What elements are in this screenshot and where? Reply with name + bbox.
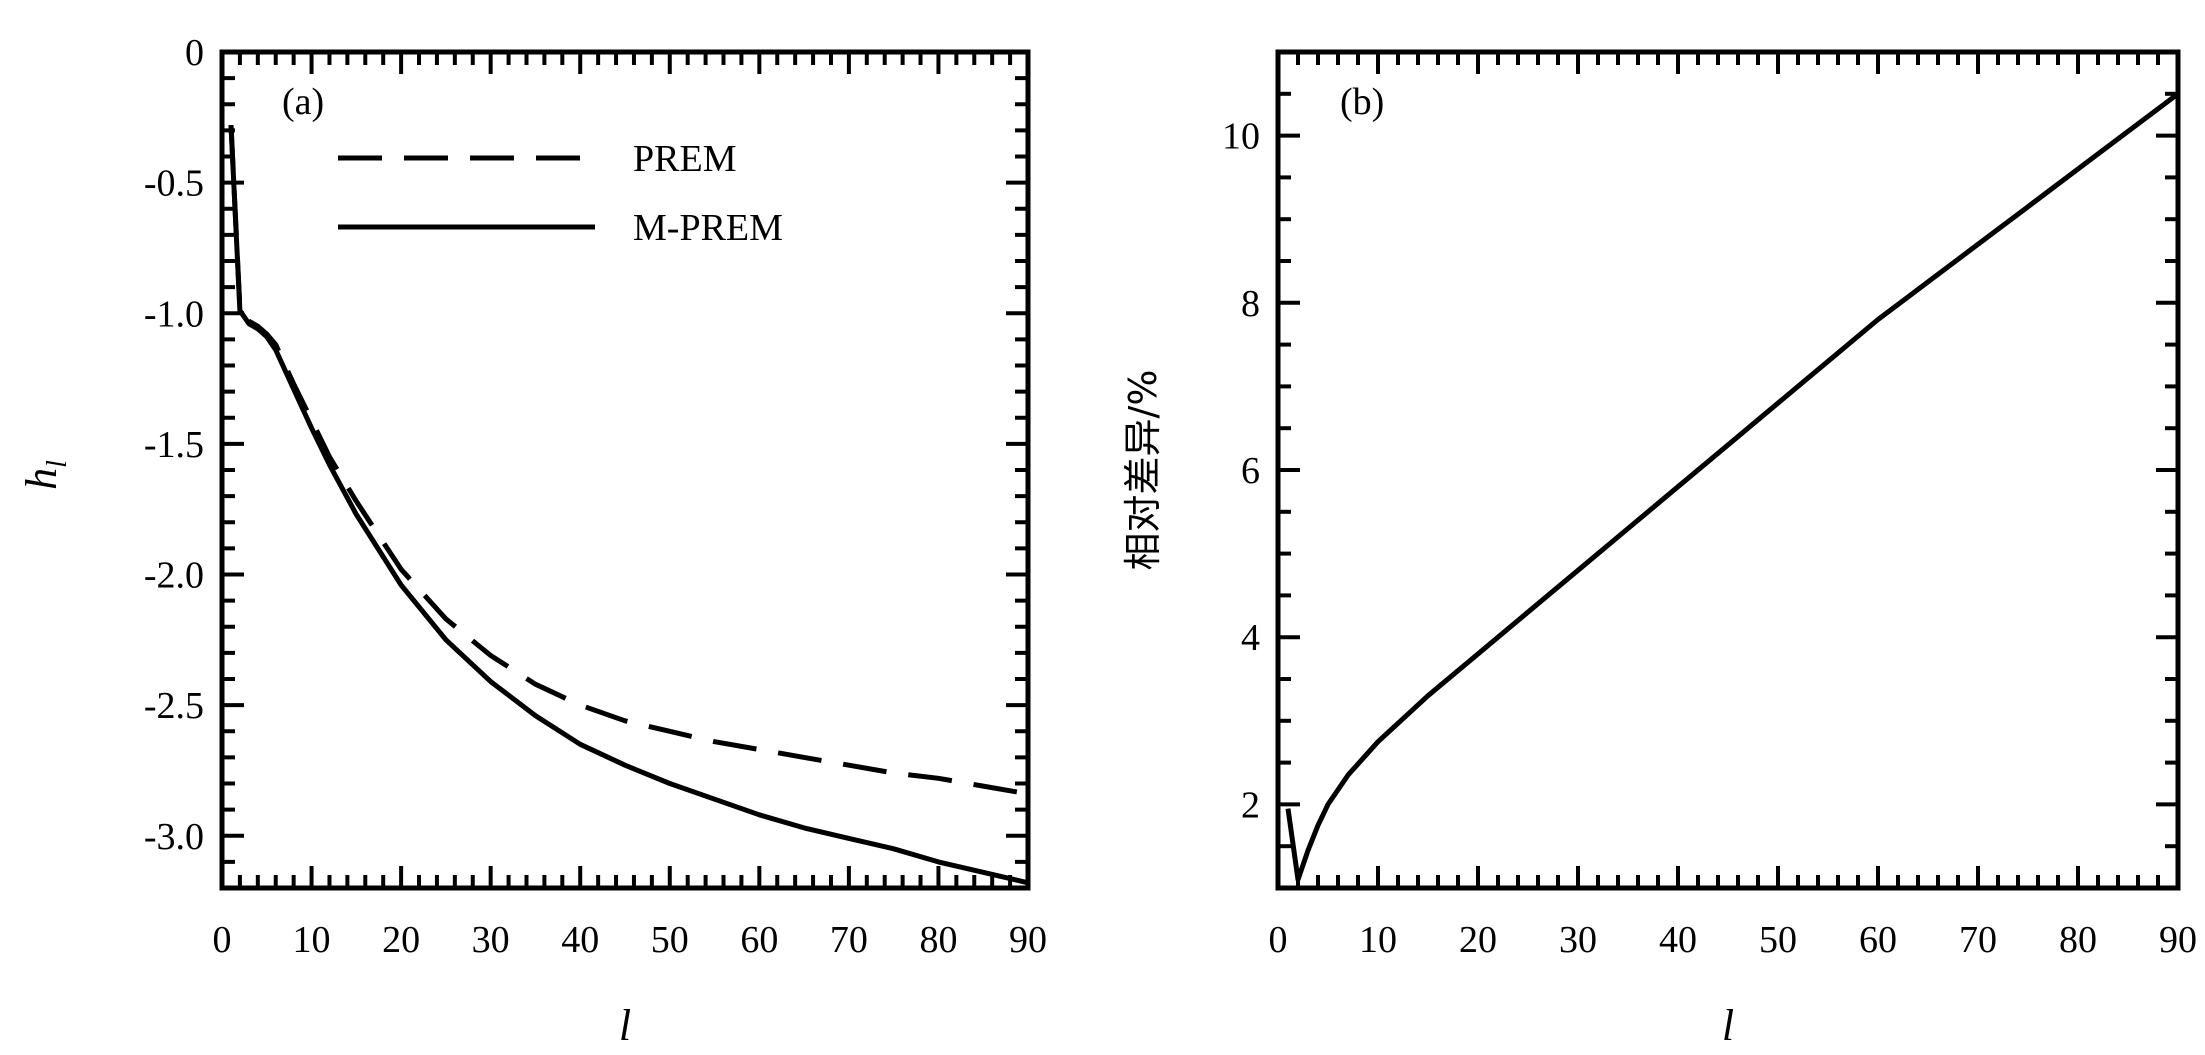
panel-a-xtick-label: 20 [382,919,420,961]
legend-prem-label: PREM [633,138,736,180]
panel-a-ytick-label: -3.0 [144,816,204,858]
panel-b-ytick-label: 2 [1241,784,1260,826]
panel-a-ytick-label: -2.5 [144,685,204,727]
panel-a-ytick-label: -2.0 [144,555,204,597]
legend-mprem-label: M-PREM [633,207,783,249]
panel-b-xtick-label: 50 [1759,919,1797,961]
panel-a-ylabel-main: h [17,468,66,490]
panel-a-xtick-label: 70 [830,919,868,961]
legend: PREM M-PREM [338,138,783,249]
panel-a-ytick-label: -1.0 [144,293,204,335]
panel-b-xtick-label: 80 [2059,919,2097,961]
panel-a-xtick-label: 40 [561,919,599,961]
panel-a-series-m-prem [228,124,1029,886]
panel-a-xtick-label: 0 [213,919,232,961]
panel-b-xtick-label: 40 [1659,919,1697,961]
panel-b-ytick-label: 6 [1241,450,1260,492]
panel-a-ylabel-sub: l [42,460,73,468]
panel-b-xtick-label: 20 [1459,919,1497,961]
panel-b-xtick-label: 90 [2159,919,2197,961]
panel-a-ytick-label: 0 [185,32,204,74]
panel-b-frame [1275,49,2181,891]
panel-b-ytick-label: 4 [1241,617,1260,659]
panel-a: 0 10 20 30 40 50 60 70 80 90 0 -0.5 -1.0 -1.5 -2.0 -2.5… [17,32,1047,1050]
panel-a-ytick-label: -0.5 [144,163,204,205]
panel-b-ytick-label: 8 [1241,283,1260,325]
panel-b-marks: 0 10 20 30 40 50 60 70 80 90 2 4 6 8 10 [1222,50,2197,961]
panel-b-xtick-label: 10 [1359,919,1397,961]
panel-b-series-series-0 [1285,91,2180,883]
panel-b: 0 10 20 30 40 50 60 70 80 90 2 4 6 8 10 (b) l 相对差异/% [1121,49,2197,1050]
panel-b-xtick-label: 70 [1959,919,1997,961]
panel-a-xtick-label: 80 [919,919,957,961]
panel-b-xlabel: l [1722,1001,1734,1050]
panel-a-ylabel: hl [17,460,73,490]
panel-a-marks: 0 10 20 30 40 50 60 70 80 90 0 -0.5 -1.0 -1.5 -2.0 -2.5… [144,32,1047,961]
panel-a-xtick-label: 10 [293,919,331,961]
panel-a-xtick-label: 50 [651,919,689,961]
panel-a-frame [219,49,1031,891]
panel-a-xtick-label: 90 [1009,919,1047,961]
panel-b-ylabel: 相对差异/% [1121,370,1165,571]
panel-b-xtick-label: 0 [1269,919,1288,961]
panel-b-ytick-label: 10 [1222,116,1260,158]
panel-b-xtick-label: 60 [1859,919,1897,961]
panel-a-xlabel: l [619,1001,631,1050]
panel-b-xtick-label: 30 [1559,919,1597,961]
panel-b-label: (b) [1340,81,1384,123]
panel-a-xtick-label: 60 [740,919,778,961]
panel-a-ytick-label: -1.5 [144,424,204,466]
panel-a-label: (a) [282,81,324,123]
panel-a-xtick-label: 30 [472,919,510,961]
